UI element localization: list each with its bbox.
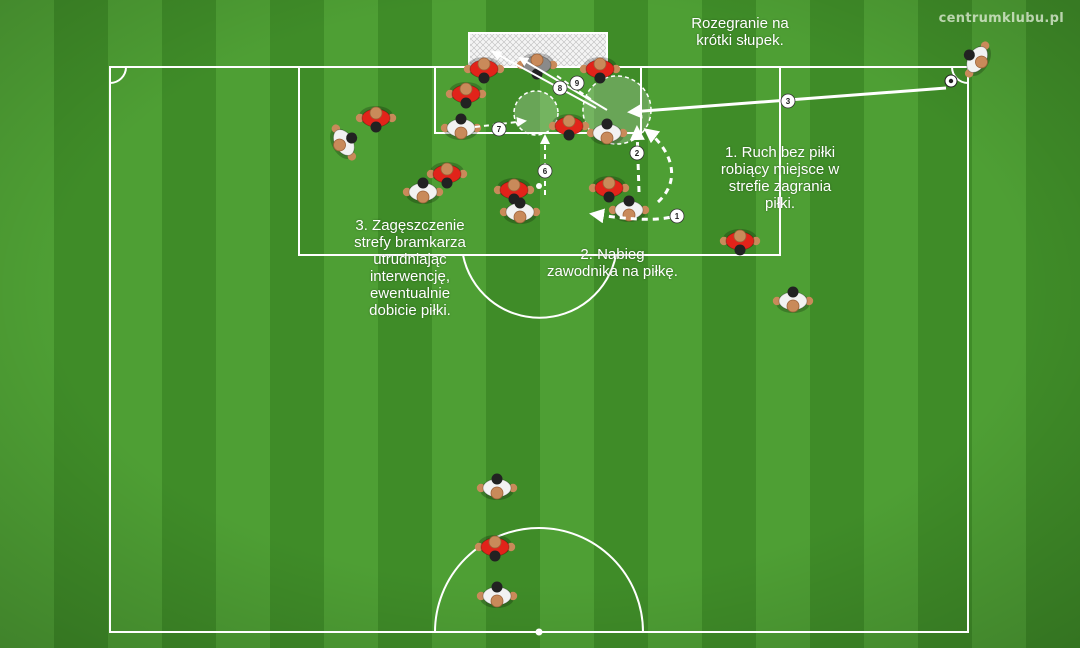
step-badge-label: 8 bbox=[558, 84, 563, 93]
step-badge-1: 1 bbox=[669, 208, 685, 224]
white-team-player bbox=[963, 41, 992, 78]
player-top-view-icon bbox=[369, 106, 383, 120]
red-team-player bbox=[588, 176, 630, 203]
red-team-player bbox=[493, 178, 535, 205]
annotation-run-onto-ball: 2. Nabieg zawodnika na piłkę. bbox=[547, 246, 678, 280]
players bbox=[329, 41, 992, 608]
step-badge-label: 7 bbox=[497, 125, 502, 134]
player-top-view-icon bbox=[477, 57, 491, 71]
white-team-player bbox=[499, 197, 541, 224]
player-top-view-icon bbox=[454, 126, 468, 140]
center-circle bbox=[434, 527, 644, 633]
player-top-view-icon bbox=[733, 229, 747, 243]
white-team-player bbox=[476, 581, 518, 608]
player-top-view-icon bbox=[593, 57, 607, 71]
player-top-view-icon bbox=[459, 82, 473, 96]
step-badge-9: 9 bbox=[569, 75, 585, 91]
corner-arc-left bbox=[109, 66, 127, 84]
step-badge-label: 1 bbox=[675, 212, 680, 221]
step-badge-8: 8 bbox=[552, 80, 568, 96]
red-team-player bbox=[355, 106, 397, 133]
arrow-step-8-shot bbox=[491, 51, 597, 109]
red-team-player bbox=[579, 57, 621, 84]
step-badge-2: 2 bbox=[629, 145, 645, 161]
player-top-view-icon bbox=[488, 535, 502, 549]
step-badge-label: 6 bbox=[543, 167, 548, 176]
red-team-player bbox=[426, 162, 468, 189]
white-team-player bbox=[586, 118, 628, 145]
player-top-view-icon bbox=[975, 55, 988, 69]
player-top-view-icon bbox=[513, 210, 527, 224]
player-top-view-icon bbox=[507, 178, 521, 192]
step-badges: 1 2 3 6 7 8 9 bbox=[491, 75, 796, 224]
annotation-short-post: Rozegranie na krótki słupek. bbox=[691, 15, 789, 49]
red-team-player bbox=[474, 535, 516, 562]
step-badge-label: 3 bbox=[786, 97, 791, 106]
player-top-view-icon bbox=[333, 138, 346, 152]
step-badge-label: 2 bbox=[635, 149, 640, 158]
red-team-player bbox=[548, 114, 590, 141]
step-badge-3: 3 bbox=[780, 93, 796, 109]
penalty-arc bbox=[462, 254, 617, 319]
watermark: centrumklubu.pl bbox=[938, 11, 1064, 26]
step-badge-label: 9 bbox=[575, 79, 580, 88]
player-top-view-icon bbox=[490, 594, 504, 608]
white-team-player bbox=[402, 177, 444, 204]
annotation-crowding: 3. Zagęszczenie strefy bramkarza utrudni… bbox=[354, 217, 466, 319]
red-team-player bbox=[445, 82, 487, 109]
red-team-player bbox=[463, 57, 505, 84]
red-team-player bbox=[719, 229, 761, 256]
step-badge-7: 7 bbox=[491, 121, 507, 137]
player-top-view-icon bbox=[786, 299, 800, 313]
player-top-view-icon bbox=[440, 162, 454, 176]
player-top-view-icon bbox=[562, 114, 576, 128]
penalty-spot bbox=[536, 183, 542, 189]
player-top-view-icon bbox=[490, 486, 504, 500]
white-team-player bbox=[772, 286, 814, 313]
center-spot bbox=[535, 628, 543, 636]
player-top-view-icon bbox=[530, 53, 544, 67]
annotation-run-without-ball: 1. Ruch bez piłki robiący miejsce w stre… bbox=[720, 144, 840, 212]
ball bbox=[944, 74, 958, 88]
player-top-view-icon bbox=[416, 190, 430, 204]
step-badge-6: 6 bbox=[537, 163, 553, 179]
player-top-view-icon bbox=[602, 176, 616, 190]
white-team-player bbox=[476, 473, 518, 500]
player-top-view-icon bbox=[600, 131, 614, 145]
white-team-player bbox=[329, 124, 358, 161]
